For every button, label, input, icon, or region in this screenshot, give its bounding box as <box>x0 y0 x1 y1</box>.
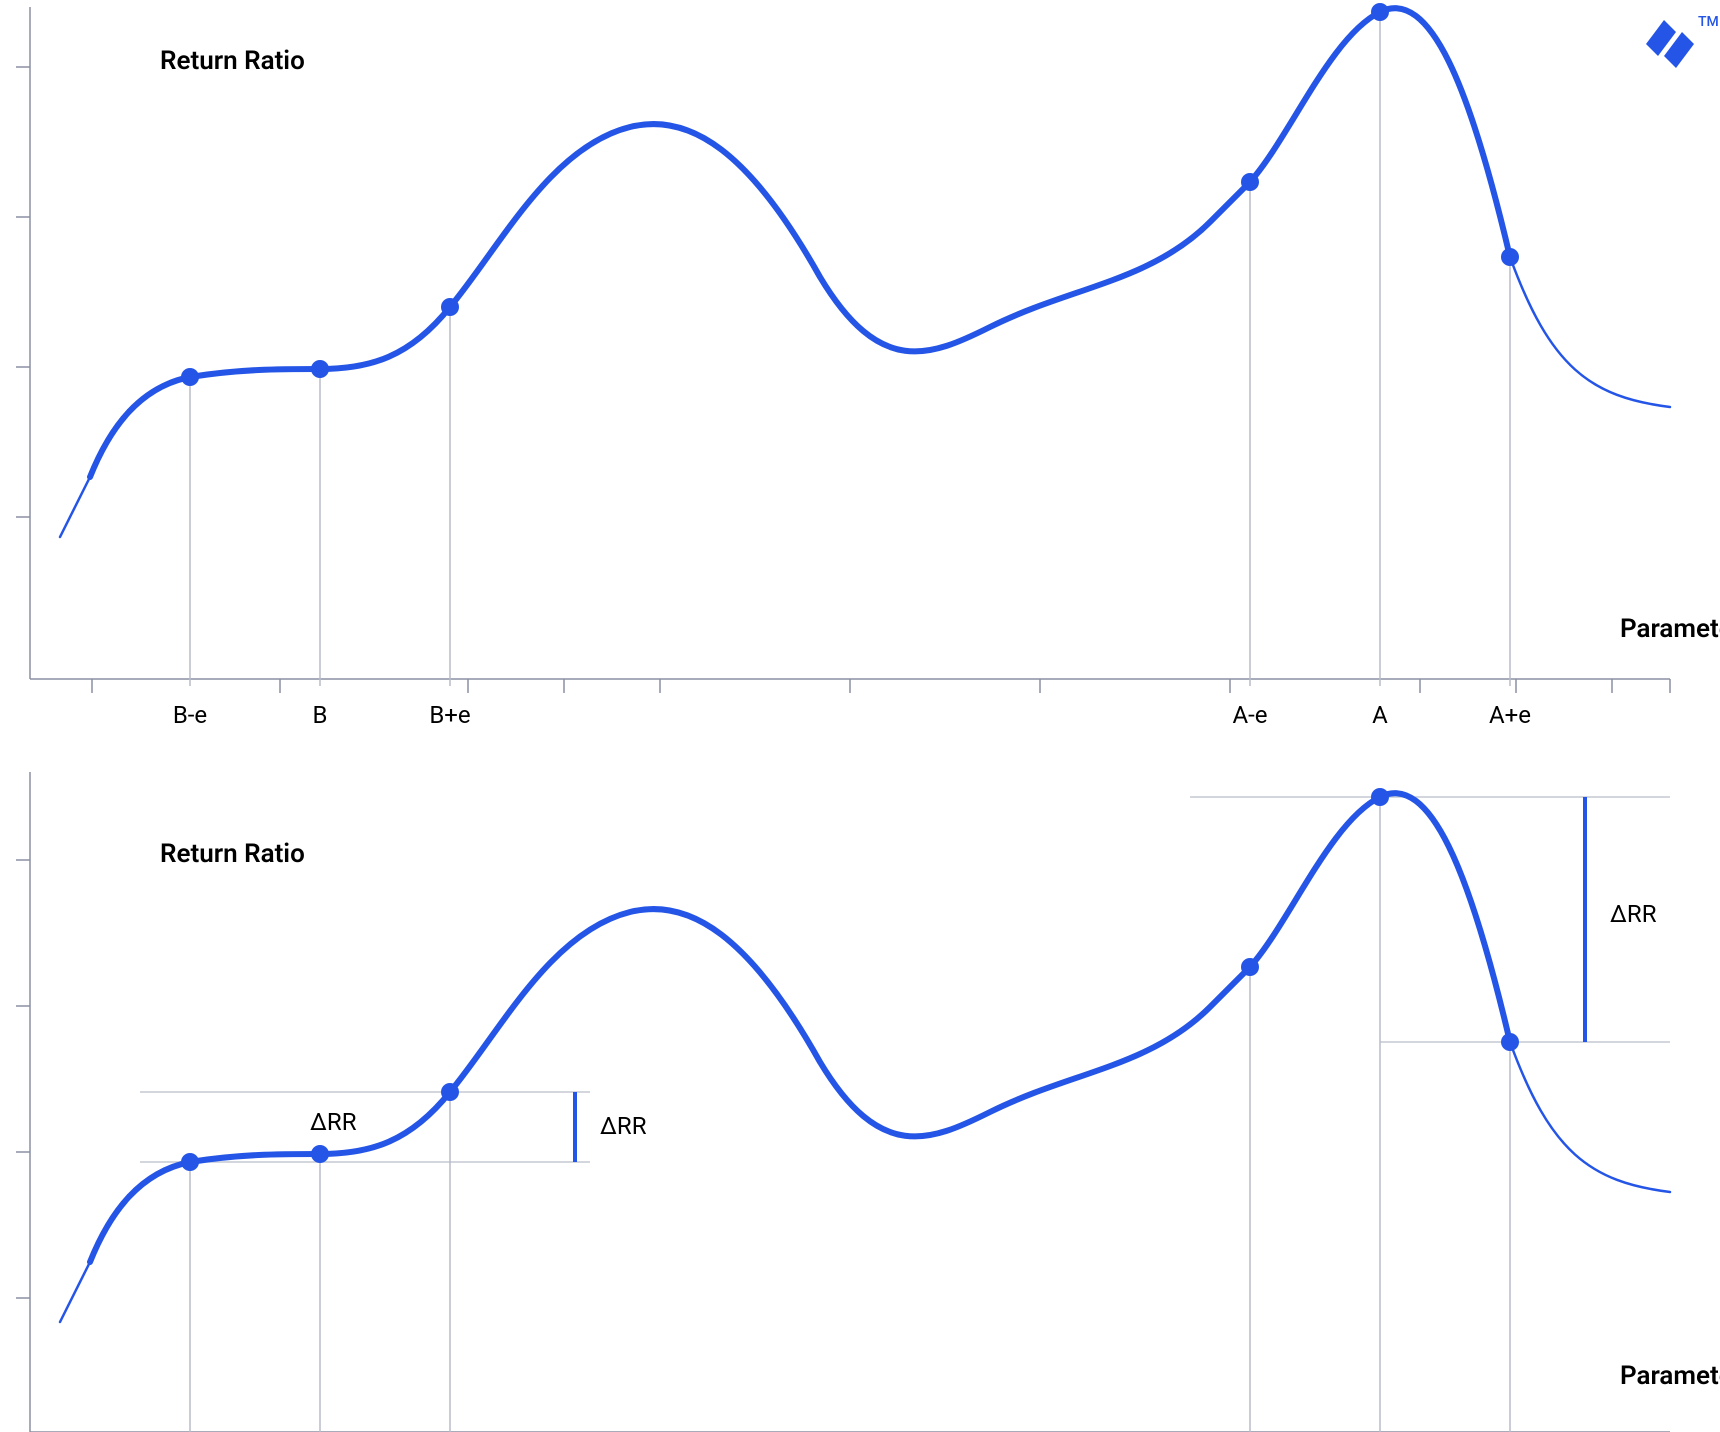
data-marker <box>1371 788 1389 806</box>
chart-panel-top: Return Ratio Parameter B-e B B+e A-e A A+e <box>16 3 1720 729</box>
return-ratio-curve <box>90 8 1510 477</box>
data-marker <box>1241 958 1259 976</box>
data-marker <box>441 298 459 316</box>
x-tick-label: A <box>1372 701 1388 729</box>
x-axis-label: Parameter <box>1620 614 1720 644</box>
data-marker <box>181 1153 199 1171</box>
curve-tail <box>60 477 90 537</box>
figure-canvas: TMReturn RatioParameterB-eBB+eA-eAA+eRet… <box>0 0 1720 1432</box>
data-marker <box>1501 248 1519 266</box>
figure-svg: TMReturn RatioParameterB-eBB+eA-eAA+eRet… <box>0 0 1720 1432</box>
x-tick-label: B+e <box>429 701 470 729</box>
data-marker <box>311 1145 329 1163</box>
data-marker <box>1241 173 1259 191</box>
data-marker <box>441 1083 459 1101</box>
curve-tail <box>1510 257 1670 407</box>
x-tick-label: B-e <box>173 701 207 729</box>
curve-tail <box>60 1262 90 1322</box>
x-tick-label: B <box>313 701 328 729</box>
data-marker <box>311 360 329 378</box>
trademark-text: TM <box>1698 14 1719 30</box>
delta-rr-label: ΔRR <box>310 1108 357 1136</box>
delta-rr-label: ΔRR <box>600 1112 647 1140</box>
brand-logo: TM <box>1646 14 1719 68</box>
data-marker <box>181 368 199 386</box>
chart-panel-bottom: Return RatioParameterB-eBB+eA-eAA+eΔRRΔR… <box>16 772 1720 1432</box>
y-axis-label: Return Ratio <box>160 839 305 869</box>
curve-tail <box>1510 1042 1670 1192</box>
x-axis-label: Parameter <box>1620 1361 1720 1391</box>
y-axis-label: Return Ratio <box>160 46 305 76</box>
data-marker <box>1371 3 1389 21</box>
x-tick-label: A-e <box>1232 701 1267 729</box>
data-marker <box>1501 1033 1519 1051</box>
delta-rr-label: ΔRR <box>1610 900 1657 928</box>
x-tick-label: A+e <box>1489 701 1531 729</box>
